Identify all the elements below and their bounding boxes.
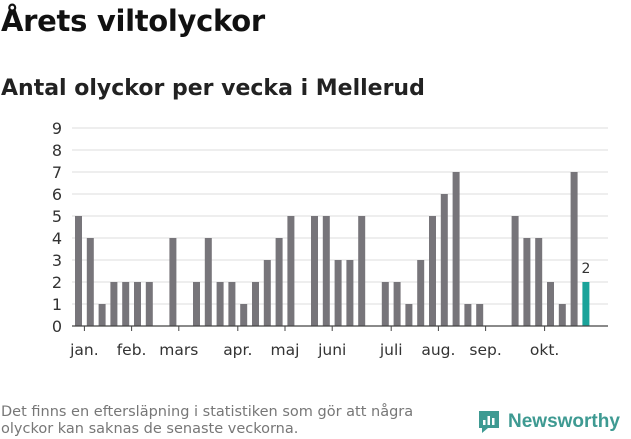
bar [358, 216, 366, 326]
data-label: 2 [581, 261, 590, 277]
y-tick-label: 6 [52, 185, 62, 204]
y-tick-label: 9 [52, 119, 62, 138]
bar-highlight [582, 282, 590, 326]
bar [228, 282, 236, 326]
bar [145, 282, 153, 326]
bar [452, 172, 460, 326]
x-tick-label: juni [317, 341, 346, 359]
bar [204, 238, 212, 326]
bar [476, 304, 484, 326]
x-tick-label: feb. [117, 341, 147, 359]
bar [287, 216, 295, 326]
bar [252, 282, 259, 326]
y-tick-label: 7 [52, 163, 62, 182]
bar [547, 282, 554, 326]
x-tick-label: okt. [530, 341, 559, 359]
bar [193, 282, 200, 326]
y-tick-label: 1 [52, 295, 62, 314]
x-tick-label: maj [271, 341, 300, 359]
bar [122, 282, 130, 326]
bar [523, 238, 531, 326]
bar [417, 260, 425, 326]
bar [570, 172, 578, 326]
bar [429, 216, 436, 326]
bar [169, 238, 177, 326]
x-tick-label: jan. [69, 341, 99, 359]
bar [558, 304, 566, 326]
bar [86, 238, 94, 326]
bar [393, 282, 401, 326]
bar [511, 216, 519, 326]
bar [110, 282, 118, 326]
newsworthy-logo-text: Newsworthy [508, 411, 620, 432]
x-tick-label: aug. [421, 341, 455, 359]
y-tick-label: 0 [52, 317, 62, 336]
bar [346, 260, 354, 326]
footnote: Det finns en eftersläpning i statistiken… [1, 404, 414, 437]
bar [405, 304, 413, 326]
y-tick-label: 4 [52, 229, 62, 248]
x-tick-label: mars [159, 341, 198, 359]
chart-subtitle: Antal olyckor per vecka i Mellerud [1, 76, 425, 101]
y-tick-label: 3 [52, 251, 62, 270]
bar-chart: 0 1 2 3 4 5 6 7 8 9 2 jan. feb. mars apr. maj juni juli au… [52, 119, 608, 359]
bar [440, 194, 448, 326]
bar [263, 260, 271, 326]
bar [334, 260, 342, 326]
bar [75, 216, 82, 326]
bar [275, 238, 283, 326]
bar [240, 304, 248, 326]
newsworthy-logo[interactable]: Newsworthy [476, 409, 620, 435]
newsworthy-logo-icon [479, 411, 499, 433]
y-tick-label: 8 [52, 141, 62, 160]
y-tick-label: 5 [52, 207, 62, 226]
bar [216, 282, 224, 326]
bar [311, 216, 318, 326]
bar [535, 238, 543, 326]
page-title: Årets viltolyckor [1, 4, 265, 38]
bar [464, 304, 472, 326]
bar [381, 282, 389, 326]
bar [322, 216, 330, 326]
x-tick-label: juli [379, 341, 403, 359]
bar [98, 304, 106, 326]
y-tick-label: 2 [52, 273, 62, 292]
bar [134, 282, 141, 326]
x-tick-label: sep. [469, 341, 501, 359]
x-tick-label: apr. [223, 341, 252, 359]
